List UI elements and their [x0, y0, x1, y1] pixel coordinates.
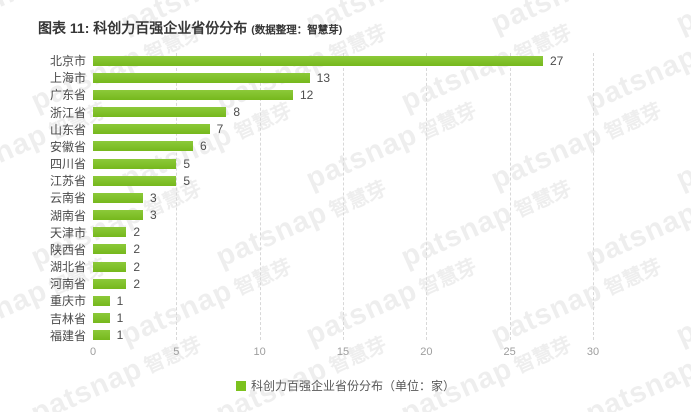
value-label: 5	[183, 173, 191, 188]
bar	[93, 158, 177, 169]
bar	[93, 330, 110, 341]
chart-row: 福建省 1	[0, 327, 691, 344]
bar	[93, 278, 127, 289]
category-label: 福建省	[49, 328, 86, 343]
bar	[93, 72, 310, 83]
watermark-brand: patsnap	[486, 0, 608, 40]
bar	[93, 295, 110, 306]
category-label: 浙江省	[49, 105, 86, 120]
bar-rows: 北京市 27 上海市 13 广东省 12 浙江省 8 山东省 7 安徽省 6 四川省 5 江苏省 5 云南省 3 湖…	[0, 52, 691, 344]
x-tick-label: 5	[173, 346, 180, 358]
value-label: 3	[150, 190, 157, 205]
chart-row: 湖南省 3	[0, 207, 691, 224]
value-label: 13	[316, 70, 331, 85]
chart-header: 图表 11: 科创力百强企业省份分布 (数据整理：智慧芽)	[38, 18, 342, 38]
chart-row: 陕西省 2	[0, 241, 691, 258]
chart-row: 北京市 27	[0, 52, 691, 69]
value-label: 1	[116, 293, 124, 308]
category-label: 湖北省	[49, 260, 86, 275]
watermark-brand: patsnap	[671, 0, 691, 40]
category-label: 陕西省	[49, 242, 86, 257]
chart-row: 湖北省 2	[0, 258, 691, 275]
value-label: 7	[216, 122, 224, 137]
gridline	[426, 53, 428, 340]
chart-row: 河南省 2	[0, 275, 691, 292]
category-label: 江苏省	[49, 174, 86, 189]
value-label: 2	[133, 276, 141, 291]
value-label: 8	[233, 105, 241, 120]
category-label: 天津市	[49, 225, 86, 240]
x-tick-label: 10	[253, 346, 266, 358]
category-label: 北京市	[49, 54, 86, 69]
bar	[93, 261, 127, 272]
bar	[93, 55, 543, 66]
legend-label: 科创力百强企业省份分布（单位：家）	[250, 379, 455, 393]
category-label: 吉林省	[49, 311, 86, 326]
chart-row: 吉林省 1	[0, 310, 691, 327]
value-label: 27	[550, 53, 564, 68]
chart-row: 云南省 3	[0, 189, 691, 206]
category-label: 上海市	[49, 71, 86, 86]
value-label: 1	[116, 328, 124, 343]
chart-row: 广东省 12	[0, 86, 691, 103]
chart-row: 四川省 5	[0, 155, 691, 172]
category-label: 安徽省	[49, 139, 86, 154]
chart-row: 山东省 7	[0, 121, 691, 138]
value-label: 1	[116, 311, 124, 326]
bar	[93, 313, 110, 324]
chart-legend: 科创力百强企业省份分布（单位：家）	[0, 377, 691, 394]
chart-row: 浙江省 8	[0, 104, 691, 121]
value-label: 12	[300, 87, 314, 102]
category-label: 云南省	[49, 191, 86, 206]
value-label: 2	[133, 259, 141, 274]
category-label: 广东省	[49, 88, 86, 103]
x-tick-label: 0	[89, 346, 97, 358]
x-tick-label: 20	[420, 346, 433, 358]
watermark: patsnap 智慧芽	[486, 0, 666, 41]
x-tick-label: 30	[586, 346, 600, 358]
bar	[93, 210, 143, 221]
gridline	[259, 53, 261, 340]
category-label: 四川省	[49, 157, 86, 172]
chart-row: 江苏省 5	[0, 172, 691, 189]
value-label: 2	[133, 225, 141, 240]
bar-chart: 北京市 27 上海市 13 广东省 12 浙江省 8 山东省 7 安徽省 6 四川省 5 江苏省 5 云南省 3 湖…	[0, 52, 691, 344]
chart-subtitle: (数据整理：智慧芽)	[251, 24, 343, 36]
bar	[93, 227, 127, 238]
x-tick-label: 25	[503, 346, 516, 358]
category-label: 重庆市	[49, 294, 86, 309]
chart-row: 上海市 13	[0, 69, 691, 86]
category-label: 河南省	[49, 277, 86, 292]
chart-row: 安徽省 6	[0, 138, 691, 155]
chart-row: 重庆市 1	[0, 292, 691, 309]
bar	[93, 192, 143, 203]
category-label: 山东省	[49, 122, 86, 137]
gridline	[343, 53, 344, 340]
chart-row: 天津市 2	[0, 224, 691, 241]
value-label: 2	[133, 242, 141, 257]
bar	[93, 107, 227, 118]
watermark: patsnap 智慧芽	[671, 0, 691, 41]
legend-swatch	[235, 380, 246, 391]
gridline	[593, 53, 594, 340]
x-tick-label: 15	[336, 346, 350, 358]
value-label: 5	[183, 156, 191, 171]
bar	[93, 89, 293, 100]
bar	[93, 141, 193, 152]
x-axis: 0 5 10 15 20 25 30	[0, 346, 691, 360]
bar	[93, 124, 210, 135]
gridline	[176, 53, 178, 340]
gridline	[509, 53, 511, 340]
chart-title: 图表 11: 科创力百强企业省份分布	[38, 20, 248, 36]
bar	[93, 175, 177, 186]
value-label: 6	[200, 139, 207, 154]
value-label: 3	[150, 208, 157, 223]
category-label: 湖南省	[49, 208, 86, 223]
bar	[93, 244, 127, 255]
